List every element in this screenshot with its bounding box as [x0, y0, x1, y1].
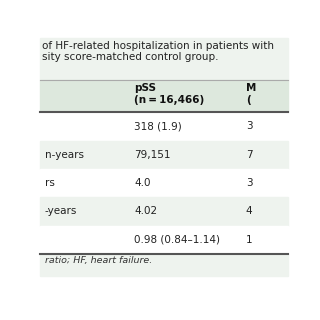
Text: 3: 3: [246, 178, 252, 188]
Text: 318 (1.9): 318 (1.9): [134, 122, 182, 132]
Text: 4.02: 4.02: [134, 206, 157, 217]
Text: 4: 4: [246, 206, 252, 217]
Text: 79,151: 79,151: [134, 150, 171, 160]
Text: rs: rs: [45, 178, 55, 188]
Bar: [40, 254, 288, 276]
Text: ratio; HF, heart failure.: ratio; HF, heart failure.: [45, 256, 152, 266]
Bar: [40, 226, 288, 254]
Bar: [40, 141, 288, 169]
Text: n-years: n-years: [45, 150, 84, 160]
Bar: [40, 169, 288, 197]
Text: -years: -years: [45, 206, 77, 217]
Bar: [40, 38, 288, 80]
Text: 3: 3: [246, 122, 252, 132]
Text: pSS
(n = 16,466): pSS (n = 16,466): [134, 83, 204, 105]
Text: 4.0: 4.0: [134, 178, 151, 188]
Bar: [40, 112, 288, 141]
Text: M
(: M (: [246, 83, 256, 105]
Text: 7: 7: [246, 150, 252, 160]
Text: of HF-related hospitalization in patients with
sity score-matched control group.: of HF-related hospitalization in patient…: [43, 41, 275, 62]
Text: 0.98 (0.84–1.14): 0.98 (0.84–1.14): [134, 235, 220, 245]
Bar: [40, 197, 288, 226]
Bar: [40, 80, 288, 112]
Text: 1: 1: [246, 235, 252, 245]
